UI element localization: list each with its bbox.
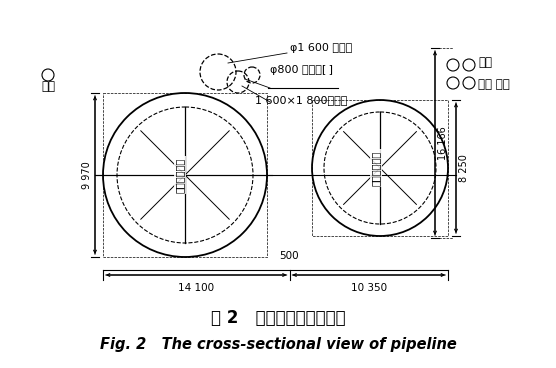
- Text: 14 100: 14 100: [178, 283, 214, 293]
- Text: 1 600×1 800热力管: 1 600×1 800热力管: [255, 95, 348, 105]
- Text: φ1 600 雨水管: φ1 600 雨水管: [290, 43, 353, 53]
- Text: 信管: 信管: [41, 80, 55, 93]
- Text: 9 970: 9 970: [82, 161, 92, 189]
- Text: 8 250: 8 250: [459, 154, 469, 182]
- Text: φ800 污水管[ ]: φ800 污水管[ ]: [270, 65, 333, 75]
- Text: 左线线路中线: 左线线路中线: [371, 151, 381, 185]
- Text: 10 350: 10 350: [351, 283, 387, 293]
- Text: Fig. 2   The cross-sectional view of pipeline: Fig. 2 The cross-sectional view of pipel…: [100, 336, 456, 351]
- Text: 右线线路中线: 右线线路中线: [175, 158, 185, 192]
- Text: 信管: 信管: [478, 57, 492, 70]
- Text: 图 2   地下管线与隧道关系: 图 2 地下管线与隧道关系: [211, 309, 345, 327]
- Text: 500: 500: [280, 251, 299, 261]
- Text: 煤气 水管: 煤气 水管: [478, 78, 510, 92]
- Text: 16 166: 16 166: [438, 126, 448, 160]
- Bar: [312, 100, 448, 236]
- Bar: [103, 93, 267, 257]
